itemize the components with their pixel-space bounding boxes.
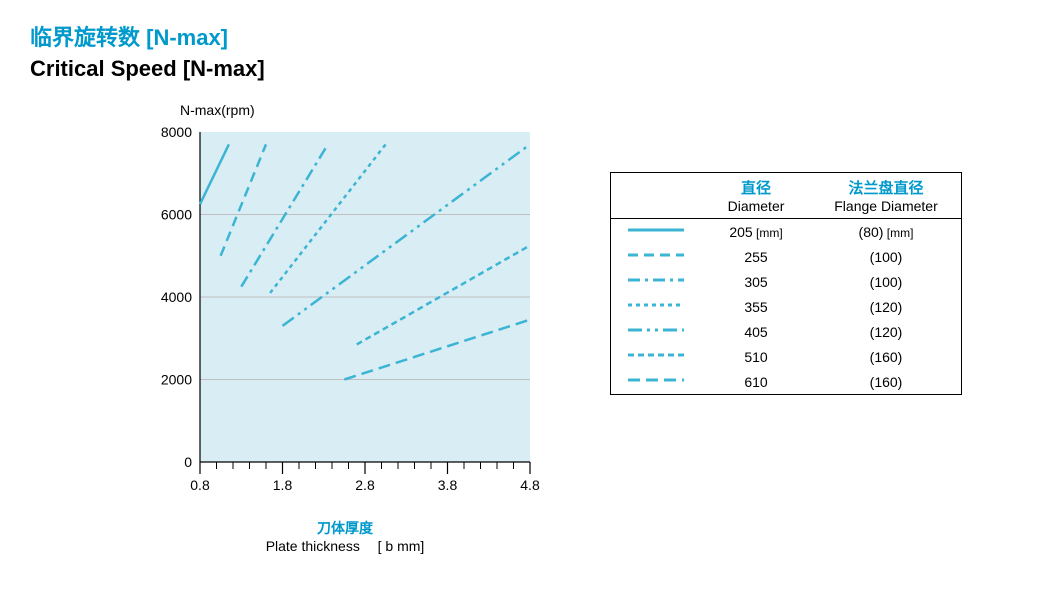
legend-diameter-value: 610 — [701, 369, 811, 395]
y-axis-label: N-max(rpm) — [180, 102, 550, 118]
legend-header-diameter-en: Diameter — [711, 198, 801, 214]
legend-row: 510(160) — [611, 344, 962, 369]
content-row: N-max(rpm) 0 2000 4000 6000 8000 0.8 1.8 2.8 3.8… — [30, 102, 1030, 556]
legend-flange-value: (100) — [811, 244, 962, 269]
svg-text:3.8: 3.8 — [438, 477, 458, 493]
legend-flange-value: (160) — [811, 344, 962, 369]
legend-swatch — [611, 319, 702, 344]
legend-diameter-value: 305 — [701, 269, 811, 294]
x-axis-label-cn: 刀体厚度 — [317, 520, 373, 536]
x-axis-label-group: 刀体厚度 Plate thickness [ b mm] — [140, 518, 550, 556]
chart-container: N-max(rpm) 0 2000 4000 6000 8000 0.8 1.8 2.8 3.8… — [140, 102, 550, 556]
legend-swatch — [611, 294, 702, 319]
svg-text:0.8: 0.8 — [190, 477, 210, 493]
legend-diameter-value: 405 — [701, 319, 811, 344]
svg-text:4000: 4000 — [161, 289, 192, 305]
svg-text:2.8: 2.8 — [355, 477, 375, 493]
legend-table: 直径 Diameter 法兰盘直径 Flange Diameter 205 [m… — [610, 172, 962, 395]
x-axis-label-en: Plate thickness — [266, 538, 360, 554]
legend-swatch — [611, 369, 702, 395]
svg-text:2000: 2000 — [161, 372, 192, 388]
svg-text:0: 0 — [184, 454, 192, 470]
legend-swatch — [611, 269, 702, 294]
legend-flange-value: (120) — [811, 294, 962, 319]
legend-row: 205 [mm](80) [mm] — [611, 219, 962, 245]
legend-unit: [mm] — [753, 226, 783, 240]
svg-text:8000: 8000 — [161, 124, 192, 140]
legend-unit: [mm] — [883, 226, 913, 240]
legend-flange-value: (80) [mm] — [811, 219, 962, 245]
legend-header-flange-en: Flange Diameter — [821, 198, 951, 214]
legend-diameter-value: 510 — [701, 344, 811, 369]
legend-diameter-value: 355 — [701, 294, 811, 319]
title-cn: 临界旋转数 [N-max] — [30, 20, 1030, 52]
legend-header-row: 直径 Diameter 法兰盘直径 Flange Diameter — [611, 173, 962, 219]
title-en: Critical Speed [N-max] — [30, 56, 1030, 82]
legend-row: 305(100) — [611, 269, 962, 294]
svg-text:6000: 6000 — [161, 207, 192, 223]
legend-flange-value: (100) — [811, 269, 962, 294]
svg-text:4.8: 4.8 — [520, 477, 540, 493]
legend-swatch — [611, 219, 702, 245]
x-axis-unit: [ b mm] — [378, 538, 425, 554]
legend-row: 355(120) — [611, 294, 962, 319]
legend-swatch — [611, 244, 702, 269]
legend-header-flange-cn: 法兰盘直径 — [821, 177, 951, 198]
critical-speed-chart: 0 2000 4000 6000 8000 0.8 1.8 2.8 3.8 4.8 — [140, 122, 550, 512]
legend-swatch — [611, 344, 702, 369]
legend-row: 405(120) — [611, 319, 962, 344]
legend-row: 255(100) — [611, 244, 962, 269]
legend-row: 610(160) — [611, 369, 962, 395]
legend-diameter-value: 255 — [701, 244, 811, 269]
legend-flange-value: (160) — [811, 369, 962, 395]
legend-header-diameter-cn: 直径 — [711, 177, 801, 198]
legend-diameter-value: 205 [mm] — [701, 219, 811, 245]
legend-flange-value: (120) — [811, 319, 962, 344]
svg-text:1.8: 1.8 — [273, 477, 293, 493]
